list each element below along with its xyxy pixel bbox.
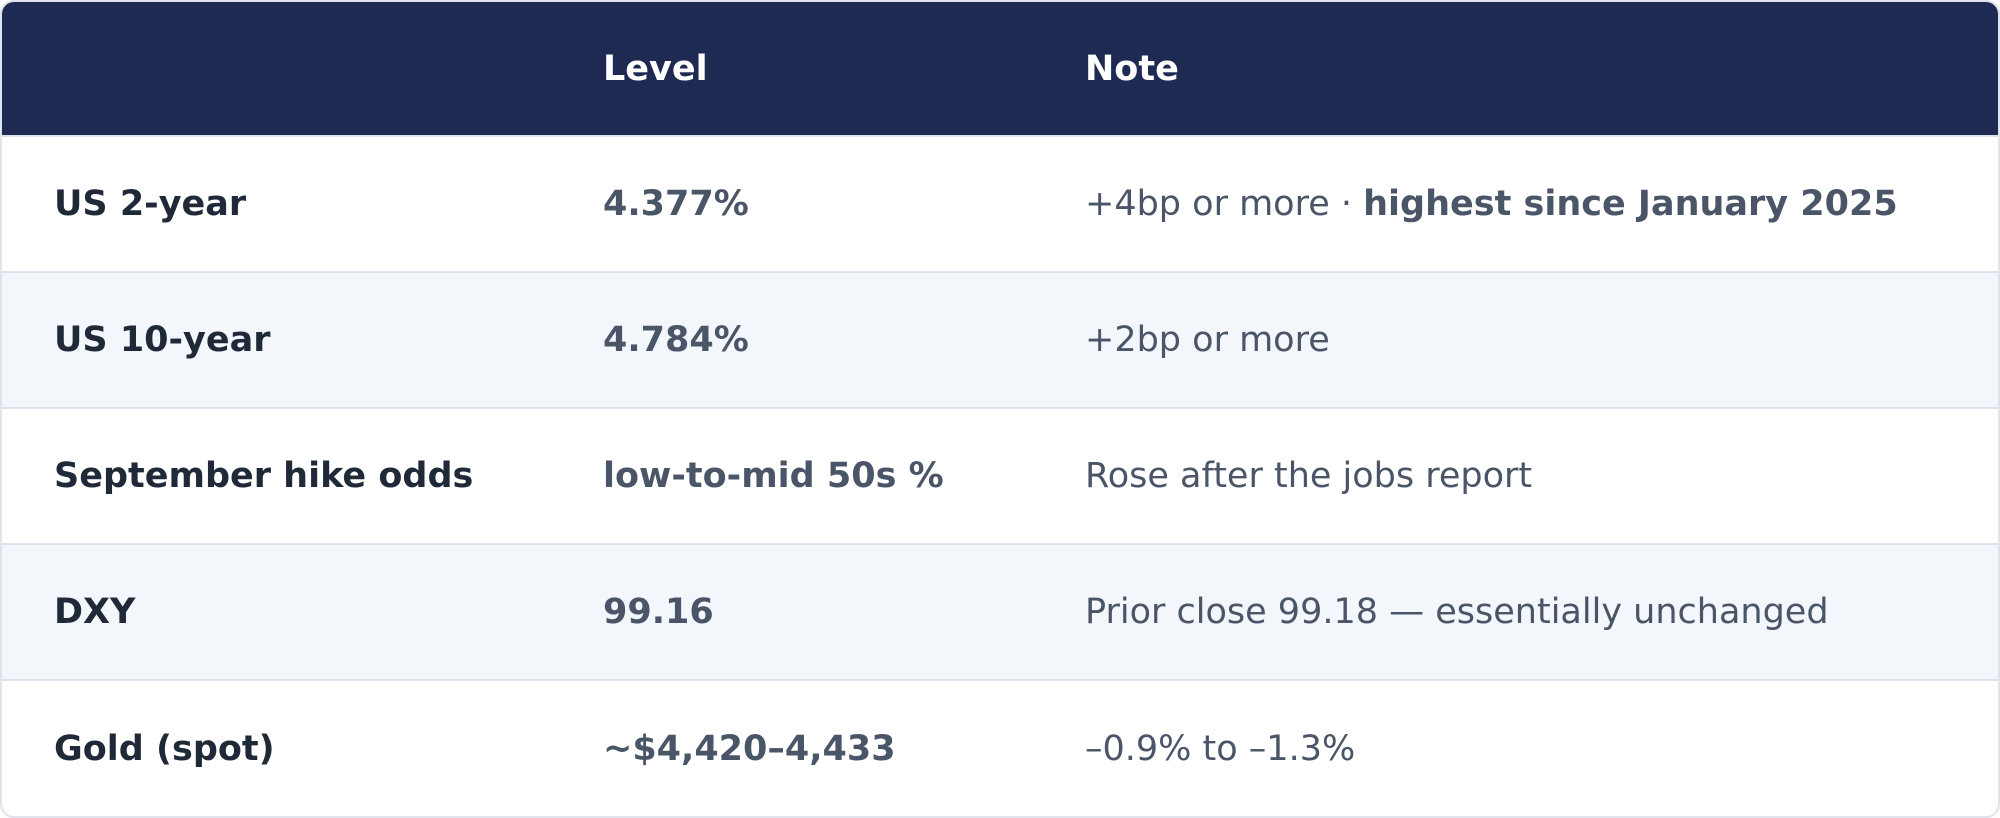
note-text: Prior close 99.18 — essentially unchange… — [1085, 592, 1829, 632]
level-cell: 4.377% — [603, 184, 749, 224]
table-row: September hike odds low-to-mid 50s % Rose … — [2, 408, 1998, 544]
table-row: US 10-year 4.784% +2bp or more — [2, 272, 1998, 408]
row-label: US 10-year — [54, 320, 271, 360]
header-cell: Level — [603, 48, 708, 89]
note-text: –0.9% to –1.3% — [1085, 728, 1356, 769]
row-label: US 2-year — [54, 184, 247, 224]
note-emphasis: highest since January 2025 — [1363, 184, 1898, 224]
header-cell: Note — [1085, 48, 1179, 89]
note-cell: +2bp or more — [1085, 272, 1998, 408]
level-cell: 4.784% — [603, 320, 749, 360]
table-row: DXY 99.16 Prior close 99.18 — essentially … — [2, 544, 1998, 680]
level-cell: low-to-mid 50s % — [603, 456, 944, 496]
note-text: +4bp or more · — [1085, 184, 1352, 224]
note-text: Rose after the jobs report — [1085, 456, 1533, 496]
table-row: Gold (spot) ~$4,420–4,433 –0.9% to –1.3% — [2, 680, 1998, 816]
row-label: Gold (spot) — [54, 728, 275, 769]
table-row: US 2-year 4.377% +4bp or more · highest si… — [2, 136, 1998, 272]
level-cell: 99.16 — [603, 592, 714, 632]
header-cell — [2, 2, 603, 136]
header-row: Level Note — [2, 2, 1998, 136]
note-cell: Prior close 99.18 — essentially unchange… — [1085, 544, 1998, 680]
note-cell: Rose after the jobs report — [1085, 408, 1998, 544]
note-cell: –0.9% to –1.3% — [1085, 680, 1998, 816]
level-cell: ~$4,420–4,433 — [603, 728, 896, 769]
note-cell: +4bp or more · highest since January 202… — [1085, 136, 1998, 272]
note-text: +2bp or more — [1085, 320, 1330, 360]
row-label: DXY — [54, 592, 136, 632]
table-header: Level Note — [2, 2, 1998, 136]
table-body: US 2-year 4.377% +4bp or more · highest si… — [2, 136, 1998, 816]
row-label: September hike odds — [54, 456, 474, 496]
